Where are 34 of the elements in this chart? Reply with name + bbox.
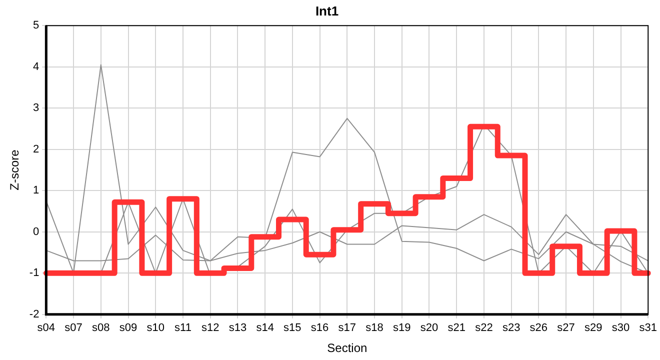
x-tick-label: s26 (530, 322, 548, 334)
x-tick-label: s27 (557, 322, 575, 334)
x-tick-label: s14 (256, 322, 274, 334)
x-tick-label: s11 (174, 322, 192, 334)
y-tick-label: -1 (29, 267, 40, 280)
x-tick-label: s15 (284, 322, 302, 334)
x-axis-title: Section (327, 341, 368, 356)
x-tick-label: s30 (612, 322, 630, 334)
x-tick-label: s08 (92, 322, 110, 334)
x-tick-label: s23 (502, 322, 520, 334)
x-tick-label: s16 (310, 322, 329, 334)
x-tick-label: s21 (448, 322, 466, 334)
y-tick-label: 5 (33, 20, 40, 32)
chart-title: Int1 (315, 3, 339, 18)
x-tick-label: s20 (420, 322, 438, 334)
x-tick-label: s10 (146, 322, 164, 334)
y-tick-label: 4 (33, 60, 40, 73)
y-axis-title: Z-score (8, 149, 22, 190)
y-tick-label: 3 (33, 102, 40, 114)
x-tick-label: s13 (228, 322, 247, 334)
x-tick-label: s29 (584, 322, 602, 334)
x-tick-label: s18 (366, 322, 384, 334)
x-tick-label: s22 (475, 322, 493, 334)
x-tick-label: s07 (64, 322, 82, 334)
x-tick-label: s19 (393, 322, 411, 334)
x-tick-label: s12 (201, 322, 220, 334)
x-tick-label: s31 (639, 322, 658, 334)
x-tick-label: s17 (338, 322, 356, 334)
x-tick-label: s09 (119, 322, 138, 334)
y-tick-label: 2 (33, 143, 40, 156)
y-tick-label: 1 (33, 184, 40, 197)
y-tick-label: -2 (29, 308, 40, 320)
y-tick-label: 0 (33, 226, 40, 238)
x-tick-label: s04 (37, 322, 56, 334)
